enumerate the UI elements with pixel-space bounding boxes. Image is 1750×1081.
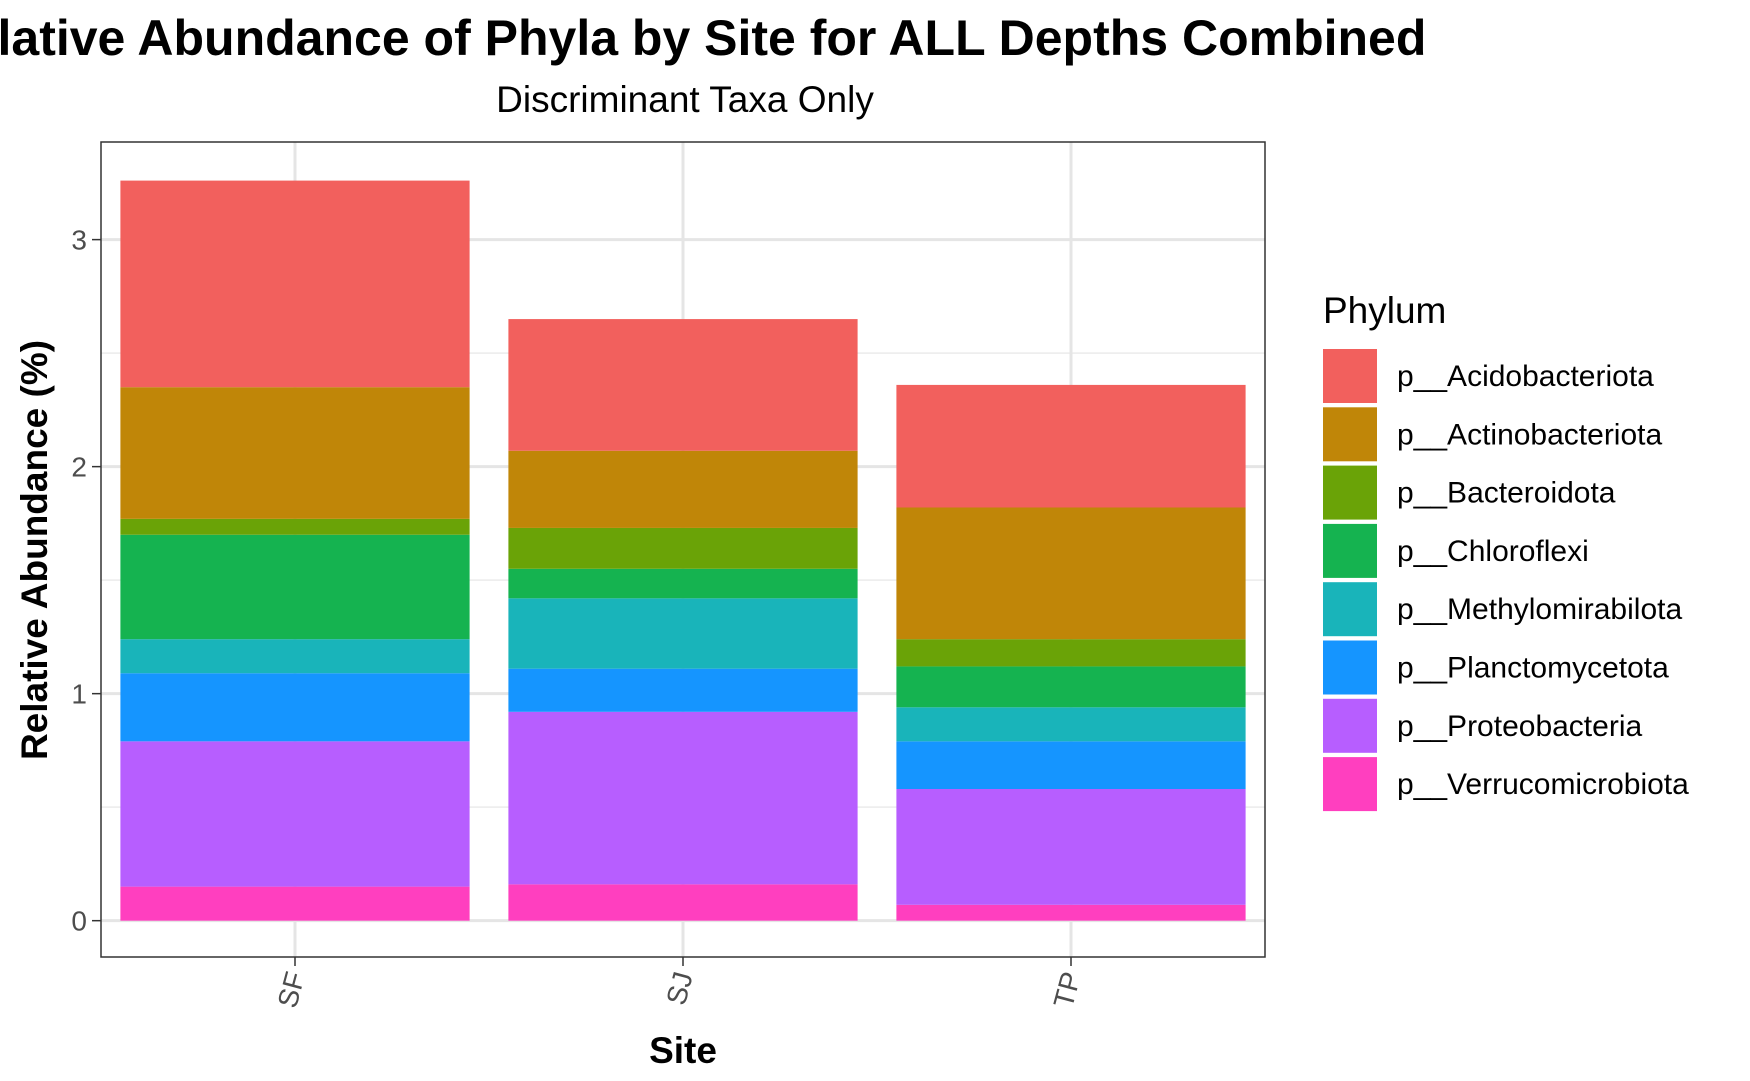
bar-segment [508, 450, 858, 528]
bar-segment [120, 886, 470, 921]
legend-label: p__Methylomirabilota [1397, 593, 1682, 626]
bar-segment [120, 387, 470, 519]
bar-segment [120, 741, 470, 887]
y-tick-label: 2 [71, 452, 87, 483]
x-tick-label: SF [272, 969, 311, 1012]
bar-segment [508, 668, 858, 712]
legend-label: p__Planctomycetota [1397, 652, 1669, 685]
bar-segment [120, 518, 470, 535]
legend-label: p__Actinobacteriota [1397, 418, 1662, 451]
legend-key [1323, 407, 1377, 462]
legend-key [1323, 523, 1377, 578]
bar-segment [508, 711, 858, 885]
bar-segment [508, 598, 858, 669]
bar-segment [896, 904, 1246, 921]
legend-title: Phylum [1323, 290, 1446, 331]
chart-subtitle: Discriminant Taxa Only [496, 79, 874, 120]
bar-segment [120, 534, 470, 640]
legend-key [1323, 640, 1377, 695]
legend: p__Acidobacteriota p__Actinobacteriota p__… [1323, 349, 1689, 812]
legend-key [1323, 465, 1377, 520]
y-axis-title: Relative Abundance (%) [14, 340, 55, 760]
legend-label: p__Verrucomicrobiota [1397, 768, 1689, 801]
bar-segment [896, 639, 1246, 667]
chart-title: Relative Abundance of Phyla by Site for … [0, 10, 1426, 66]
y-tick-label: 0 [71, 906, 87, 937]
bar-segment [508, 527, 858, 569]
bar-segment [120, 639, 470, 674]
bar-segment [896, 507, 1246, 640]
legend-key [1323, 757, 1377, 812]
y-tick-label: 1 [71, 679, 87, 710]
bar-segment [896, 384, 1246, 508]
bar-segment [120, 180, 470, 388]
legend-label: p__Proteobacteria [1397, 710, 1642, 743]
legend-label: p__Bacteroidota [1397, 477, 1616, 510]
bar-segment [120, 673, 470, 742]
y-tick-label: 3 [71, 225, 87, 256]
x-tick-label: SJ [660, 969, 698, 1009]
legend-label: p__Acidobacteriota [1397, 360, 1654, 393]
bars [120, 180, 1246, 921]
bar-segment [896, 666, 1246, 708]
bar-segment [896, 707, 1246, 742]
x-tick-label: TP [1048, 969, 1087, 1012]
bar-segment [508, 568, 858, 599]
legend-key [1323, 582, 1377, 637]
legend-label: p__Chloroflexi [1397, 535, 1589, 568]
bar-segment [896, 741, 1246, 790]
x-axis-title: Site [649, 1030, 717, 1071]
bar-segment [896, 789, 1246, 905]
bar-segment [508, 884, 858, 921]
legend-key [1323, 698, 1377, 753]
bar-segment [508, 319, 858, 451]
legend-key [1323, 349, 1377, 403]
